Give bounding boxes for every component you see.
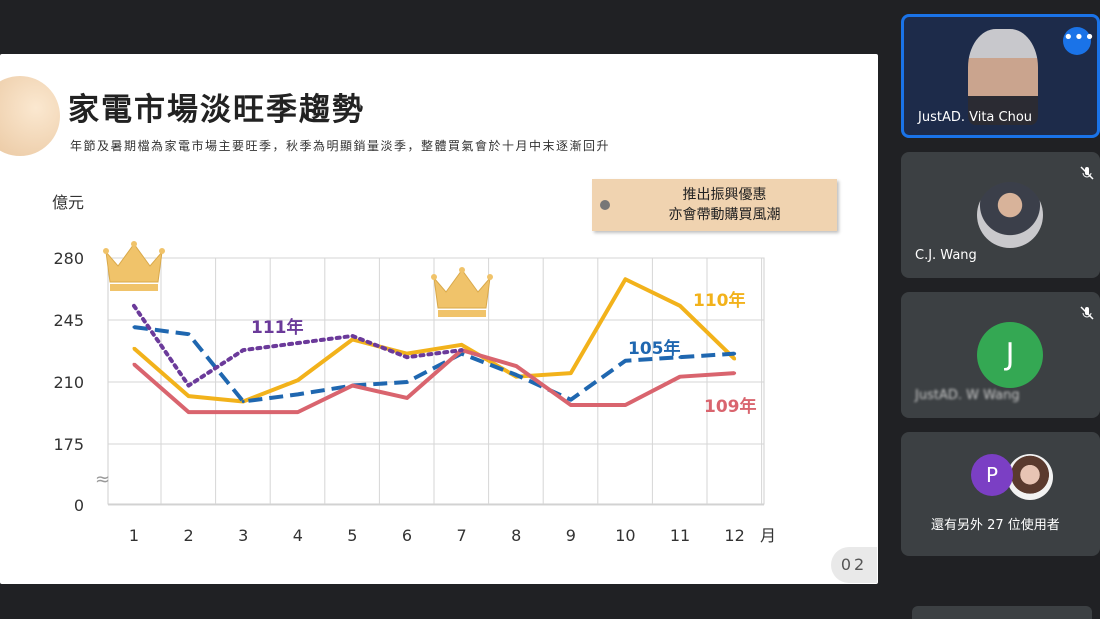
data-point xyxy=(241,410,245,414)
data-point xyxy=(296,378,300,382)
mic-off-icon xyxy=(1080,306,1094,320)
data-point xyxy=(678,304,682,308)
series-label: 105年 xyxy=(628,338,681,359)
slide-subtitle: 年節及暑期檔為家電市場主要旺季，秋季為明顯銷量淡季，整體買氣會於十月中末逐漸回升 xyxy=(70,139,611,153)
data-point xyxy=(405,380,409,384)
participant-name: JustAD. Vita Chou xyxy=(918,110,1033,125)
participant-tile-others[interactable]: P 還有另外 27 位使用者 xyxy=(901,432,1100,556)
avatar: P xyxy=(971,454,1013,496)
data-point xyxy=(241,399,245,403)
participant-name: C.J. Wang xyxy=(915,248,977,263)
data-point xyxy=(350,334,354,338)
y-tick-label: 175 xyxy=(53,435,84,454)
y-ticks: 280 245 210 175 0 xyxy=(53,249,84,515)
data-point xyxy=(623,403,627,407)
data-point xyxy=(296,341,300,345)
others-count-label: 還有另外 27 位使用者 xyxy=(931,518,1060,533)
data-point xyxy=(187,410,191,414)
more-options-button[interactable]: ••• xyxy=(1063,27,1095,55)
participant-name: JustAD. W Wang xyxy=(915,388,1020,403)
x-axis-label: 月 xyxy=(760,526,776,545)
data-point xyxy=(514,364,518,368)
promo-note: 推出振興優惠 亦會帶動購買風潮 xyxy=(592,179,837,231)
chart-grid xyxy=(107,257,765,506)
x-tick-label: 8 xyxy=(511,526,521,545)
data-point xyxy=(733,371,737,375)
avatar xyxy=(977,182,1043,248)
page-number: 02 xyxy=(831,547,877,583)
slide-title: 家電市場淡旺季趨勢 xyxy=(68,92,365,128)
x-tick-label: 10 xyxy=(615,526,635,545)
data-point xyxy=(132,346,136,350)
data-point xyxy=(569,403,573,407)
data-point xyxy=(405,396,409,400)
data-point xyxy=(296,392,300,396)
series-label: 109年 xyxy=(704,396,757,417)
x-tick-label: 11 xyxy=(670,526,690,545)
data-point xyxy=(350,384,354,388)
data-point xyxy=(623,359,627,363)
series-label: 110年 xyxy=(693,290,746,311)
participant-tile[interactable]: J JustAD. W Wang xyxy=(901,292,1100,418)
data-point xyxy=(132,325,136,329)
data-point xyxy=(132,362,136,366)
x-tick-label: 7 xyxy=(457,526,467,545)
data-point xyxy=(405,355,409,359)
data-point xyxy=(460,348,464,352)
participant-tile[interactable]: C.J. Wang xyxy=(901,152,1100,278)
x-tick-label: 2 xyxy=(184,526,194,545)
participant-tile-active[interactable]: ••• JustAD. Vita Chou xyxy=(901,14,1100,138)
x-tick-label: 9 xyxy=(566,526,576,545)
data-point xyxy=(623,277,627,281)
chart-series xyxy=(132,277,737,415)
data-point xyxy=(733,357,737,361)
mic-off-icon xyxy=(1080,166,1094,180)
data-point xyxy=(569,371,573,375)
x-tick-label: 12 xyxy=(724,526,744,545)
participant-tile-partial xyxy=(912,606,1092,619)
presentation-slide: 家電市場淡旺季趨勢 年節及暑期檔為家電市場主要旺季，秋季為明顯銷量淡季，整體買氣… xyxy=(0,54,878,584)
avatar xyxy=(1007,454,1053,500)
data-point xyxy=(405,352,409,356)
y-axis-label: 億元 xyxy=(52,193,84,212)
series-labels: 110年 105年 109年 111年 xyxy=(251,290,757,417)
x-tick-label: 4 xyxy=(293,526,303,545)
x-tick-label: 5 xyxy=(347,526,357,545)
data-point xyxy=(187,332,191,336)
series-line xyxy=(132,277,736,404)
data-point xyxy=(678,355,682,359)
y-tick-label: 0 xyxy=(74,496,84,515)
axis-break-mark: ≈ xyxy=(95,469,110,490)
data-point xyxy=(733,352,737,356)
bullet-icon xyxy=(600,200,610,210)
series-label: 111年 xyxy=(251,317,304,338)
promo-line-1: 推出振興優惠 xyxy=(682,187,767,203)
more-vert-icon: ••• xyxy=(1063,27,1095,48)
crown-icon xyxy=(431,267,493,317)
series-line xyxy=(132,348,735,415)
data-point xyxy=(460,343,464,347)
y-tick-label: 245 xyxy=(53,311,84,330)
data-point xyxy=(350,337,354,341)
data-point xyxy=(678,375,682,379)
promo-line-2: 亦會帶動購買風潮 xyxy=(668,207,781,223)
y-tick-label: 210 xyxy=(53,373,84,392)
data-point xyxy=(241,348,245,352)
series-line xyxy=(133,325,735,404)
x-tick-label: 1 xyxy=(129,526,139,545)
avatar: J xyxy=(977,322,1043,388)
x-tick-label: 6 xyxy=(402,526,412,545)
data-point xyxy=(187,384,191,388)
data-point xyxy=(514,373,518,377)
data-point xyxy=(132,304,136,308)
data-point xyxy=(569,398,573,402)
data-point xyxy=(296,410,300,414)
y-tick-label: 280 xyxy=(53,249,84,268)
x-ticks: 1 2 3 4 5 6 7 8 9 10 11 12 xyxy=(129,526,745,545)
crown-icon xyxy=(103,241,165,291)
participant-video xyxy=(968,29,1038,125)
x-tick-label: 3 xyxy=(238,526,248,545)
data-point xyxy=(187,394,191,398)
